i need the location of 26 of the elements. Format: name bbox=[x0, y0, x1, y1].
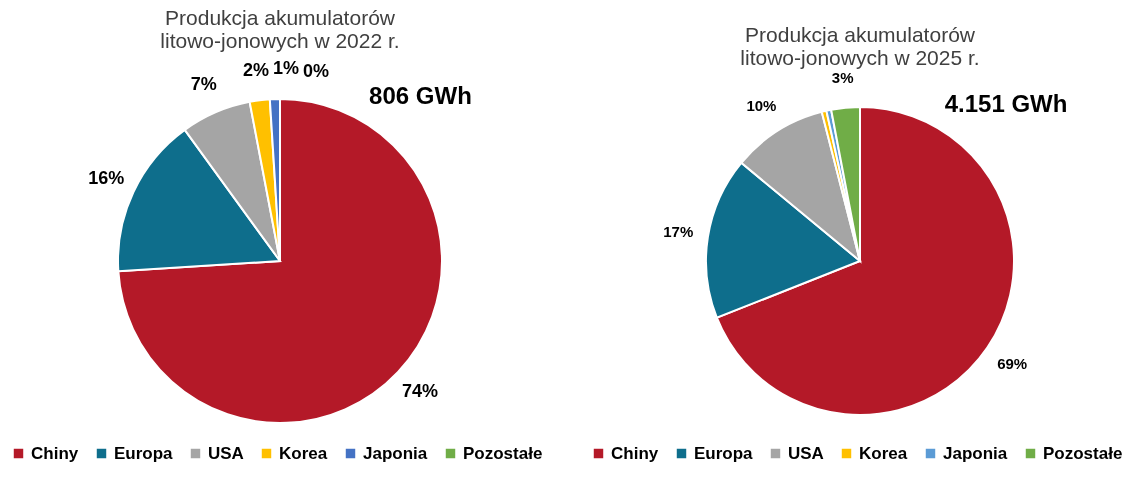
legend-label: Japonia bbox=[363, 443, 428, 463]
data-label: 1% bbox=[273, 58, 300, 79]
legend-label: Korea bbox=[279, 443, 328, 463]
data-label: 16% bbox=[88, 168, 125, 189]
legend-label: Pozostałe bbox=[1043, 443, 1123, 463]
legend-label: Europa bbox=[694, 443, 754, 463]
legend-label: USA bbox=[788, 443, 824, 463]
data-label: 17% bbox=[663, 223, 694, 241]
legend-label: Japonia bbox=[943, 443, 1008, 463]
legend-label: Chiny bbox=[31, 443, 79, 463]
text: 806 GWh bbox=[369, 82, 472, 109]
data-label: 2% bbox=[242, 59, 269, 80]
legend-label: USA bbox=[208, 443, 244, 463]
legend-label: Pozostałe bbox=[463, 443, 543, 463]
data-label: 69% bbox=[997, 355, 1028, 373]
legend-label: Korea bbox=[859, 443, 908, 463]
chart-title: Produkcja akumulatorów litowo-jonowych w 2022 r. bbox=[160, 6, 400, 53]
legend-label: Europa bbox=[114, 443, 174, 463]
data-label: 10% bbox=[746, 96, 777, 114]
data-label: 7% bbox=[190, 73, 217, 94]
text: 4.151 GWh bbox=[944, 90, 1068, 117]
chart-title: Produkcja akumulatorów litowo-jonowych w 2025 r. bbox=[740, 22, 980, 69]
legend-label: Chiny bbox=[611, 443, 659, 463]
text: 0% bbox=[302, 61, 329, 82]
data-label: 74% bbox=[401, 381, 438, 402]
data-label: 3% bbox=[831, 68, 854, 86]
